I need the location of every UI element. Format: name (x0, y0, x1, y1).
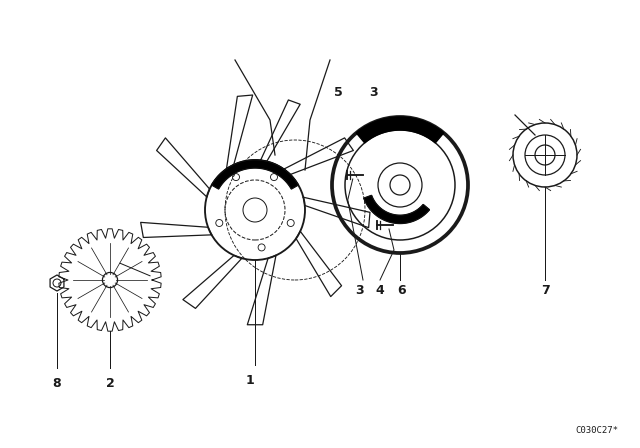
Text: 1: 1 (246, 374, 254, 387)
Text: 2: 2 (106, 376, 115, 389)
Text: 8: 8 (52, 376, 61, 389)
Polygon shape (356, 117, 444, 143)
Text: 7: 7 (541, 284, 549, 297)
Text: 5: 5 (333, 86, 342, 99)
Polygon shape (212, 160, 298, 189)
Text: 6: 6 (397, 284, 406, 297)
Text: 4: 4 (376, 284, 385, 297)
Text: 3: 3 (356, 284, 364, 297)
Text: C030C27*: C030C27* (575, 426, 618, 435)
Text: 3: 3 (369, 86, 378, 99)
Polygon shape (364, 195, 429, 224)
